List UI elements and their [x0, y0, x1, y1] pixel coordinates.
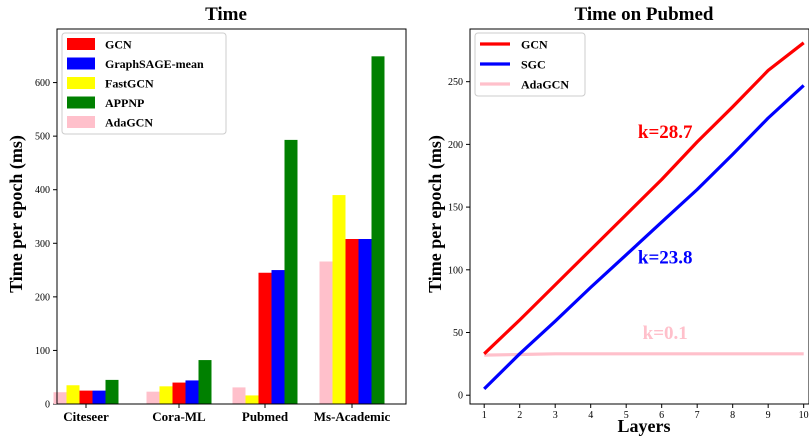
bar-appnp-cora-ml — [198, 360, 212, 404]
line-x-tick-label: 7 — [695, 410, 700, 421]
legend-swatch-graphsage-mean — [67, 57, 95, 70]
bar-fastgcn-cora-ml — [159, 386, 173, 404]
bar-graphsage-mean-ms-academic — [358, 239, 372, 404]
bar-chart: Time Time per epoch (ms) 0 100 200 300 400 50… — [6, 4, 407, 424]
bar-x-ticks: Citeseer Cora-ML Pubmed Ms-Academic — [63, 404, 390, 424]
bar-chart-ylabel: Time per epoch (ms) — [6, 135, 27, 293]
line-legend-box — [474, 32, 586, 97]
line-x-tick-label: 8 — [730, 410, 735, 421]
bar-legend-box — [61, 32, 227, 135]
line-series-sgc — [483, 84, 805, 391]
bar-x-tick-label: Citeseer — [63, 409, 109, 424]
line-x-tick-label: 9 — [766, 410, 771, 421]
line-y-ticks: 0 50 100 150 200 250 — [448, 77, 470, 402]
bar-x-tick-label: Ms-Academic — [314, 409, 391, 424]
line-y-tick-label: 250 — [448, 77, 463, 88]
bar-x-tick-label: Pubmed — [242, 409, 289, 424]
bar-plot-frame — [56, 28, 407, 405]
line-legend: GCN SGC AdaGCN — [474, 32, 586, 97]
bar-chart-title: Time — [205, 4, 247, 25]
legend-swatch-gcn — [67, 38, 95, 50]
bar-y-tick-label: 600 — [35, 78, 50, 89]
line-y-tick-label: 200 — [448, 140, 463, 151]
bar-x-tick-label: Cora-ML — [152, 409, 206, 424]
line-series-adagcn — [484, 352, 804, 357]
legend-label-sgc: SGC — [521, 58, 546, 72]
bar-marks — [53, 56, 385, 404]
bar-y-tick-label: 300 — [35, 239, 50, 250]
bar-fastgcn-ms-academic — [332, 195, 346, 404]
bar-gcn-cora-ml — [172, 382, 186, 404]
bar-fastgcn-citeseer — [66, 385, 80, 404]
line-plot-frame — [469, 28, 809, 405]
legend-label-gcn: GCN — [521, 38, 548, 52]
bar-appnp-ms-academic — [371, 56, 385, 404]
bar-graphsage-mean-cora-ml — [185, 380, 199, 404]
line-annotations: k=28.7 k=23.8 k=0.1 — [638, 122, 693, 344]
line-chart-xlabel: Layers — [618, 416, 671, 436]
bar-adagcn-pubmed — [232, 387, 246, 404]
legend-label-graphsage-mean: GraphSAGE-mean — [105, 57, 204, 71]
legend-label-gcn: GCN — [105, 38, 132, 52]
line-y-tick-label: 100 — [448, 265, 463, 276]
bar-adagcn-citeseer — [53, 392, 67, 404]
bar-appnp-pubmed — [284, 139, 298, 404]
bar-gcn-pubmed — [258, 272, 272, 404]
bar-y-tick-label: 400 — [35, 185, 50, 196]
bar-appnp-citeseer — [105, 379, 119, 404]
bar-legend: GCN GraphSAGE-mean FastGCN APPNP AdaGCN — [61, 32, 227, 135]
bar-gcn-citeseer — [79, 390, 93, 404]
legend-label-adagcn: AdaGCN — [105, 116, 153, 130]
line-chart: Time on Pubmed Time per epoch (ms) Layer… — [425, 4, 809, 436]
bar-y-ticks: 0 100 200 300 400 500 600 — [35, 78, 57, 411]
line-series-gcn — [483, 41, 805, 355]
annotation-k-0-1: k=0.1 — [643, 323, 688, 344]
line-y-tick-label: 0 — [458, 391, 463, 402]
legend-label-adagcn: AdaGCN — [521, 78, 569, 92]
line-y-tick-label: 50 — [453, 328, 463, 339]
bar-y-tick-label: 100 — [35, 346, 50, 357]
legend-swatch-fastgcn — [67, 77, 95, 89]
line-marks — [483, 41, 805, 391]
line-x-tick-label: 2 — [517, 410, 522, 421]
bar-gcn-ms-academic — [345, 239, 359, 404]
line-x-tick-label: 10 — [799, 410, 809, 421]
legend-label-appnp: APPNP — [105, 96, 144, 110]
line-x-tick-label: 3 — [553, 410, 558, 421]
bar-adagcn-cora-ml — [146, 391, 160, 404]
bar-y-tick-label: 500 — [35, 132, 50, 143]
line-x-tick-label: 4 — [588, 410, 593, 421]
legend-swatch-adagcn — [67, 116, 95, 128]
bar-graphsage-mean-citeseer — [92, 390, 106, 404]
bar-y-tick-label: 200 — [35, 292, 50, 303]
bar-fastgcn-pubmed — [245, 395, 259, 404]
annotation-k-28-7: k=28.7 — [638, 122, 693, 143]
line-chart-ylabel: Time per epoch (ms) — [425, 135, 446, 293]
line-x-ticks: 1 2 3 4 5 6 7 8 9 10 — [482, 404, 809, 421]
line-x-tick-label: 5 — [624, 410, 629, 421]
line-x-tick-label: 6 — [659, 410, 664, 421]
line-x-tick-label: 1 — [482, 410, 487, 421]
annotation-k-23-8: k=23.8 — [638, 248, 693, 269]
line-chart-title: Time on Pubmed — [574, 4, 713, 25]
legend-swatch-appnp — [67, 96, 95, 109]
legend-label-fastgcn: FastGCN — [105, 77, 154, 91]
bar-graphsage-mean-pubmed — [271, 270, 285, 404]
line-y-tick-label: 150 — [448, 203, 463, 214]
bar-y-tick-label: 0 — [45, 400, 50, 411]
bar-adagcn-ms-academic — [319, 261, 333, 404]
